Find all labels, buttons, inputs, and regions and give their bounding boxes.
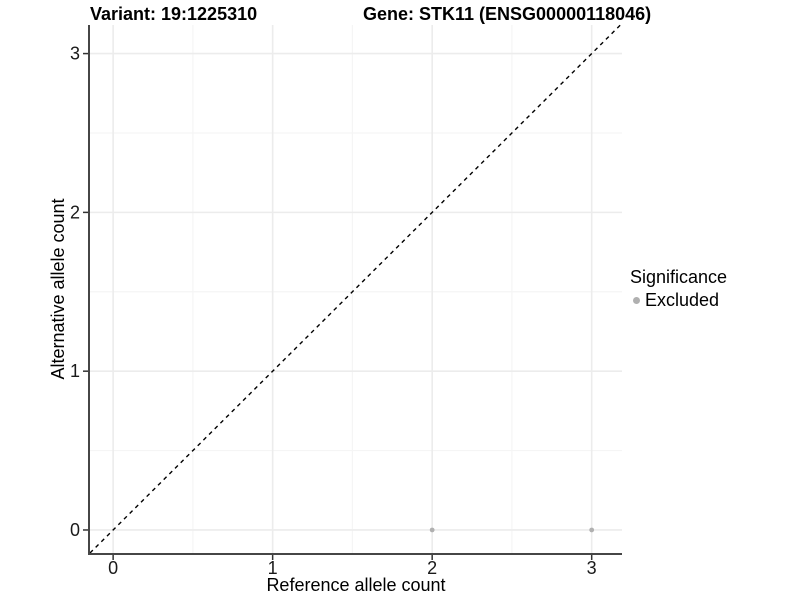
y-tick-label: 0 <box>70 520 80 540</box>
identity-line <box>89 24 621 554</box>
x-tick-label: 2 <box>427 558 437 578</box>
legend: Significance Excluded <box>630 267 727 310</box>
x-axis-title: Reference allele count <box>266 575 446 595</box>
y-tick-label: 3 <box>70 44 80 64</box>
x-tick-label: 1 <box>268 558 278 578</box>
y-tick-label: 2 <box>70 202 80 222</box>
data-point <box>589 527 595 533</box>
x-tick-label: 3 <box>587 558 597 578</box>
legend-item-label: Excluded <box>645 289 720 310</box>
y-axis-title: Alternative allele count <box>48 198 68 380</box>
legend-title: Significance <box>630 267 728 287</box>
plot-title-gene: Gene: STK11 (ENSG00000118046) <box>363 4 652 24</box>
legend-key-dot <box>633 297 640 305</box>
x-tick-label: 0 <box>108 558 118 578</box>
legend-item: Excluded <box>630 289 727 311</box>
plot-title-variant: Variant: 19:1225310 <box>90 4 258 24</box>
y-tick-label: 1 <box>70 361 80 381</box>
data-point <box>429 527 435 533</box>
